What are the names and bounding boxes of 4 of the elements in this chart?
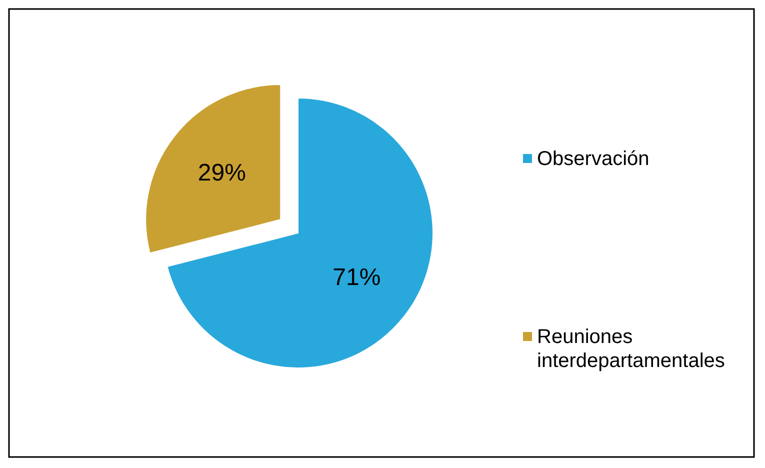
legend-label: Reuniones interdepartamentales — [537, 326, 725, 372]
legend-label: Observación — [537, 148, 650, 170]
data-label: 29% — [198, 159, 246, 186]
data-label: 71% — [332, 264, 381, 291]
